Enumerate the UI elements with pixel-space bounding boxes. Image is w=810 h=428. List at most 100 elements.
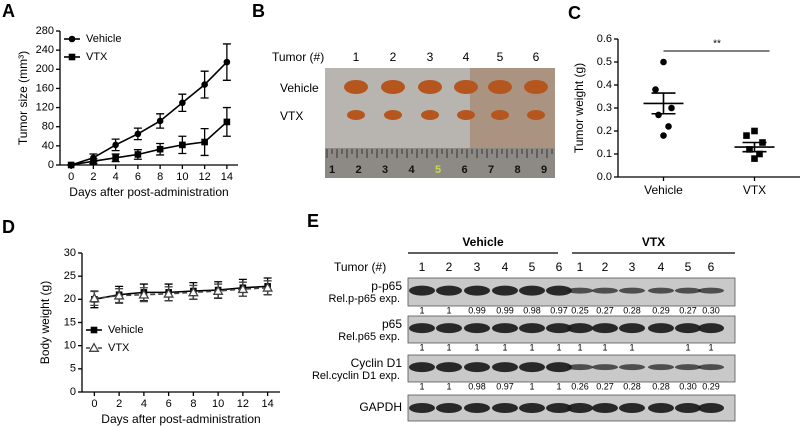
band	[675, 364, 701, 371]
tumor	[454, 80, 478, 94]
marker	[179, 141, 186, 149]
quant-label: Rel.p-p65 exp.	[328, 293, 400, 305]
lane-number: 3	[629, 260, 636, 274]
band	[519, 362, 545, 373]
ruler-number: 3	[382, 164, 388, 176]
y-tick-label: 280	[36, 25, 54, 37]
lane-number: 1	[577, 260, 584, 274]
y-tick-label: 30	[64, 247, 76, 259]
column-number: 5	[497, 50, 504, 64]
y-tick-label: 240	[36, 44, 54, 56]
marker	[652, 86, 659, 93]
quant-value: 1	[556, 342, 561, 352]
protein-label: p-p65	[371, 279, 402, 293]
tumor	[347, 110, 365, 120]
tumor	[457, 110, 475, 120]
series-line	[70, 61, 228, 166]
marker	[751, 127, 758, 135]
annotation: **	[713, 39, 721, 50]
y-tick-label: 0.2	[597, 125, 612, 137]
band	[592, 287, 618, 294]
band	[436, 362, 462, 373]
lane-number: 2	[446, 260, 453, 274]
legend-marker	[68, 35, 76, 43]
quant-value: 1	[446, 381, 451, 391]
marker	[112, 154, 119, 162]
band	[698, 287, 724, 294]
y-tick-label: 15	[64, 316, 76, 328]
lane-number: 1	[419, 260, 426, 274]
quant-value: 1	[708, 342, 713, 352]
marker	[665, 123, 672, 130]
y-tick-label: 200	[36, 63, 54, 75]
ruler-number: 1	[329, 164, 335, 176]
quant-value: 0.97	[550, 305, 568, 315]
column-header: Tumor (#)	[272, 50, 324, 64]
marker	[163, 288, 175, 298]
quant-value: 1	[529, 381, 534, 391]
band	[619, 403, 645, 413]
quant-value: 1	[419, 342, 424, 352]
marker	[759, 139, 766, 146]
marker	[156, 145, 164, 153]
marker	[187, 286, 199, 297]
x-tick-label: 4	[113, 171, 119, 183]
lane-number: 4	[658, 260, 665, 274]
band	[409, 362, 435, 373]
y-tick-label: 5	[70, 363, 76, 375]
marker	[237, 283, 249, 294]
band	[492, 285, 518, 296]
tumor	[344, 80, 368, 94]
quant-value: 1	[474, 342, 479, 352]
x-tick-label: Vehicle	[644, 183, 683, 197]
y-tick-label: 10	[64, 340, 76, 352]
marker	[134, 130, 142, 138]
ruler-number: 7	[488, 164, 494, 176]
marker	[138, 289, 150, 299]
ruler-number: 6	[461, 164, 467, 176]
y-tick-label: 0.4	[597, 79, 612, 91]
marker	[223, 118, 231, 126]
band	[409, 285, 435, 296]
legend-marker	[68, 53, 76, 61]
marker	[743, 132, 750, 139]
lane-number: 6	[708, 260, 715, 274]
marker	[660, 132, 667, 139]
lane-number: 3	[474, 260, 481, 274]
band	[619, 364, 645, 371]
quant-value: 0.30	[679, 381, 697, 391]
x-axis-title: Days after post-administration	[101, 412, 260, 426]
panel-label: C	[568, 3, 581, 23]
marker	[179, 99, 186, 107]
lane-number: 6	[556, 260, 563, 274]
band	[592, 364, 618, 371]
group-label: VTX	[642, 235, 665, 249]
band	[567, 403, 593, 413]
band	[698, 323, 724, 334]
tumor	[381, 80, 405, 94]
x-tick-label: 4	[141, 398, 147, 410]
quant-value: 0.29	[652, 305, 670, 315]
quant-value: 0.25	[571, 305, 589, 315]
band	[519, 285, 545, 296]
tumor	[418, 80, 442, 94]
lane-number: 4	[502, 260, 509, 274]
x-tick-label: 10	[176, 171, 188, 183]
marker	[668, 104, 675, 112]
y-axis-title: Tumor size (mm³)	[16, 51, 30, 145]
marker	[201, 138, 208, 146]
band	[592, 323, 618, 334]
band	[519, 403, 545, 413]
column-number: 6	[533, 50, 540, 64]
marker	[756, 150, 763, 158]
x-tick-label: 0	[91, 398, 97, 410]
y-tick-label: 0	[70, 386, 76, 398]
band	[546, 362, 572, 373]
band	[592, 403, 618, 413]
band	[546, 323, 572, 334]
x-tick-label: 0	[68, 171, 74, 183]
ruler-number: 5	[435, 164, 441, 176]
quant-value: 0.30	[702, 305, 720, 315]
x-tick-label: 2	[90, 171, 96, 183]
